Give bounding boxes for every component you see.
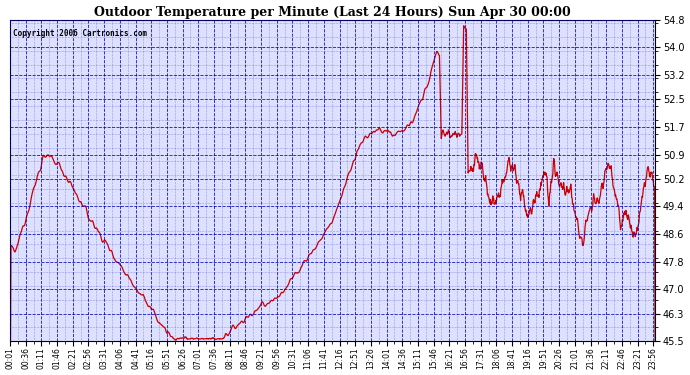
Text: Copyright 2006 Cartronics.com: Copyright 2006 Cartronics.com: [13, 29, 148, 38]
Title: Outdoor Temperature per Minute (Last 24 Hours) Sun Apr 30 00:00: Outdoor Temperature per Minute (Last 24 …: [94, 6, 571, 18]
